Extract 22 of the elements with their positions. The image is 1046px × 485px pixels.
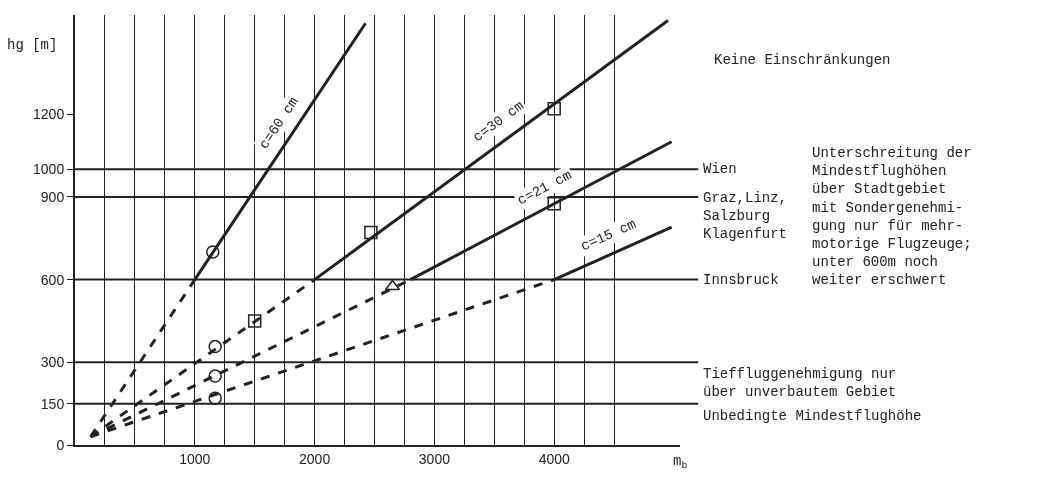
x-tick-label: 2000	[299, 450, 331, 467]
ref-line-label: Graz,Linz, Salzburg Klagenfurt	[703, 190, 788, 243]
text: Keine Einschränkungen	[714, 52, 891, 68]
x-tick-label: 3000	[418, 450, 451, 467]
ref-line-label: Unbedingte Mindestflughöhe	[703, 408, 922, 424]
text: c=21 cm	[514, 167, 575, 209]
x-axis-title: m$_{b}$	[673, 453, 688, 471]
y-tick-label: 150	[40, 395, 65, 412]
x-tick-label: 4000	[538, 450, 570, 467]
text: Unterschreitung der Mindestflughöhen über Stadtgebiet mit Sondergenehmi- gung nur für mehr- motorige Flugzeuge; unter 600m noch weiter erschwert	[812, 145, 972, 289]
y-tick-label: 900	[40, 188, 65, 205]
ref-line-label: Wien	[703, 161, 737, 177]
y-tick-label: 1200	[33, 106, 65, 123]
y-axis-title: hg [m]	[7, 37, 58, 53]
y-tick-label: 600	[40, 271, 65, 288]
ref-line-label: Tieffluggenehmigung nur über unverbautem Gebiet	[703, 366, 897, 401]
text: c=15 cm	[578, 215, 639, 255]
y-tick-label: 0	[56, 436, 65, 453]
y-tick-label: 1000	[33, 161, 65, 178]
x-tick-label: 1000	[179, 450, 211, 467]
ref-line-label: Innsbruck	[703, 272, 779, 288]
y-tick-label: 300	[40, 354, 65, 371]
